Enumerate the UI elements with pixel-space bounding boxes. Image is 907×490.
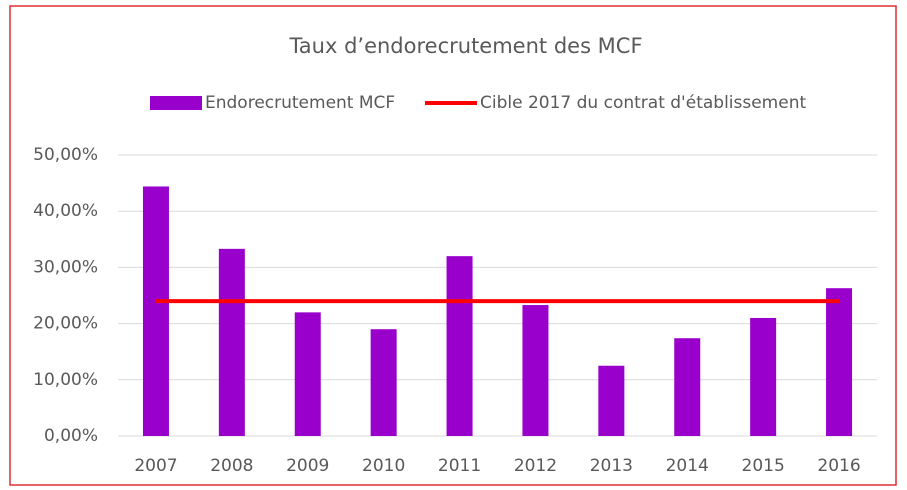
- y-tick-label: 0,00%: [44, 426, 98, 446]
- x-tick-label: 2010: [362, 456, 405, 476]
- bar: [294, 312, 321, 436]
- chart-title: Taux d’endorecrutement des MCF: [288, 34, 642, 58]
- bar: [598, 365, 625, 436]
- y-tick-label: 20,00%: [33, 314, 98, 334]
- bar: [674, 338, 701, 436]
- bar: [370, 329, 397, 436]
- legend-label: Endorecrutement MCF: [205, 93, 395, 113]
- y-tick-label: 10,00%: [33, 370, 98, 390]
- bar: [750, 317, 777, 436]
- bar: [446, 256, 473, 436]
- y-tick-label: 40,00%: [33, 201, 98, 221]
- x-tick-label: 2013: [590, 456, 633, 476]
- x-tick-label: 2015: [742, 456, 785, 476]
- x-tick-label: 2007: [134, 456, 177, 476]
- x-tick-label: 2016: [817, 456, 860, 476]
- bar: [142, 186, 169, 436]
- y-tick-label: 30,00%: [33, 257, 98, 277]
- bar: [522, 305, 549, 436]
- bar: [826, 288, 853, 436]
- x-tick-label: 2009: [286, 456, 329, 476]
- legend-label: Cible 2017 du contrat d'établissement: [480, 93, 806, 113]
- y-tick-label: 50,00%: [33, 145, 98, 165]
- bar: [218, 248, 245, 436]
- legend-swatch: [150, 96, 202, 110]
- x-tick-label: 2011: [438, 456, 481, 476]
- x-tick-label: 2014: [666, 456, 709, 476]
- x-tick-label: 2012: [514, 456, 557, 476]
- x-tick-label: 2008: [210, 456, 253, 476]
